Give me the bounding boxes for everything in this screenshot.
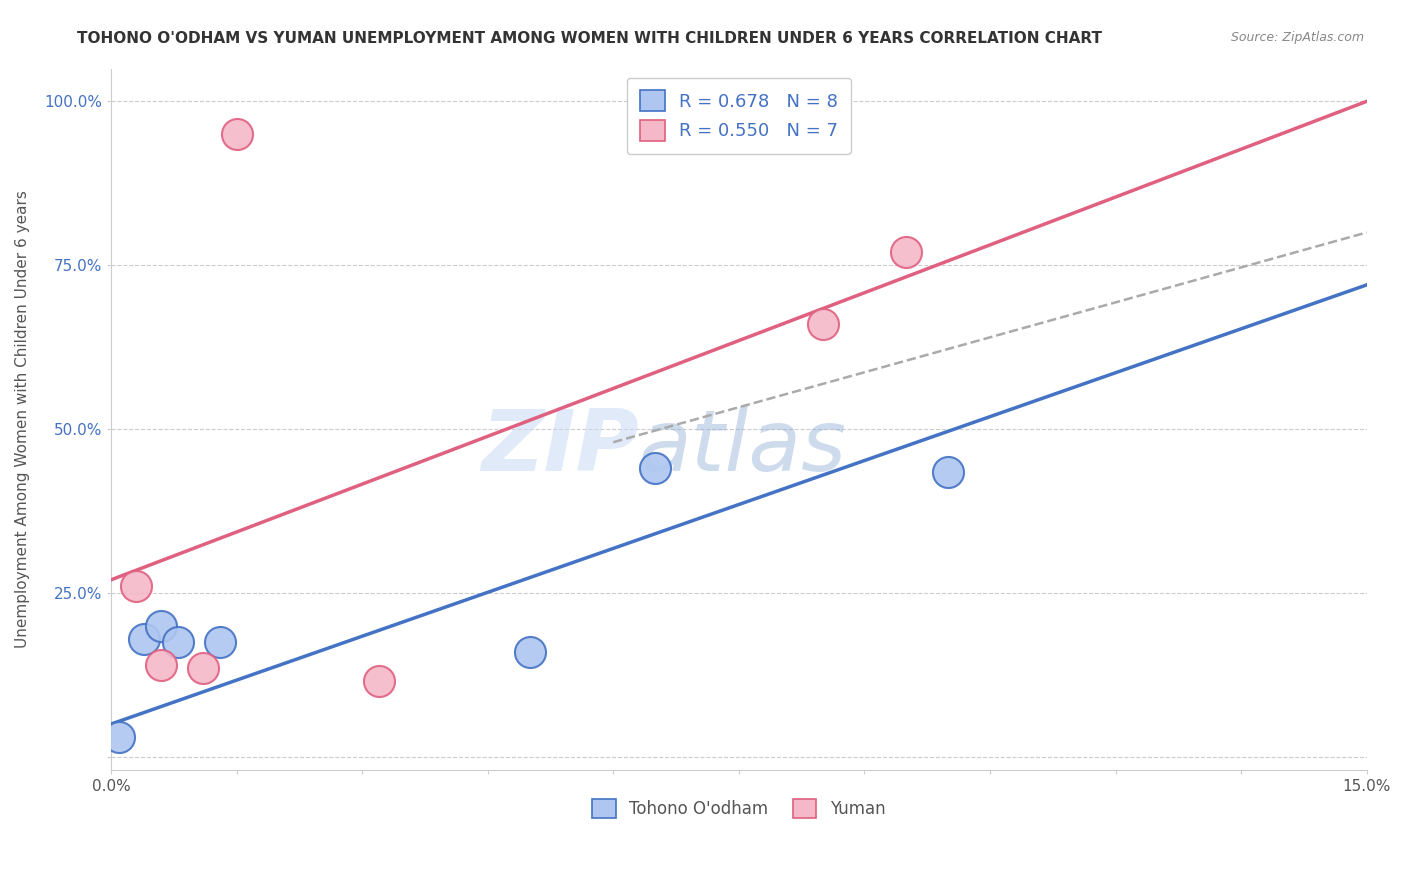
Legend: Tohono O'odham, Yuman: Tohono O'odham, Yuman xyxy=(586,792,891,825)
Point xyxy=(167,635,190,649)
Point xyxy=(134,632,156,646)
Point xyxy=(936,465,959,479)
Point xyxy=(150,658,173,673)
Point xyxy=(225,127,247,141)
Point xyxy=(208,635,231,649)
Text: ZIP: ZIP xyxy=(481,406,638,489)
Point xyxy=(896,245,918,260)
Point xyxy=(108,730,131,744)
Point xyxy=(367,674,389,689)
Text: TOHONO O'ODHAM VS YUMAN UNEMPLOYMENT AMONG WOMEN WITH CHILDREN UNDER 6 YEARS COR: TOHONO O'ODHAM VS YUMAN UNEMPLOYMENT AMO… xyxy=(77,31,1102,46)
Point xyxy=(125,579,148,593)
Point xyxy=(191,661,214,675)
Point xyxy=(150,619,173,633)
Point xyxy=(644,461,666,475)
Point xyxy=(519,645,541,659)
Y-axis label: Unemployment Among Women with Children Under 6 years: Unemployment Among Women with Children U… xyxy=(15,190,30,648)
Text: Source: ZipAtlas.com: Source: ZipAtlas.com xyxy=(1230,31,1364,45)
Text: atlas: atlas xyxy=(638,406,846,489)
Point xyxy=(811,317,834,331)
